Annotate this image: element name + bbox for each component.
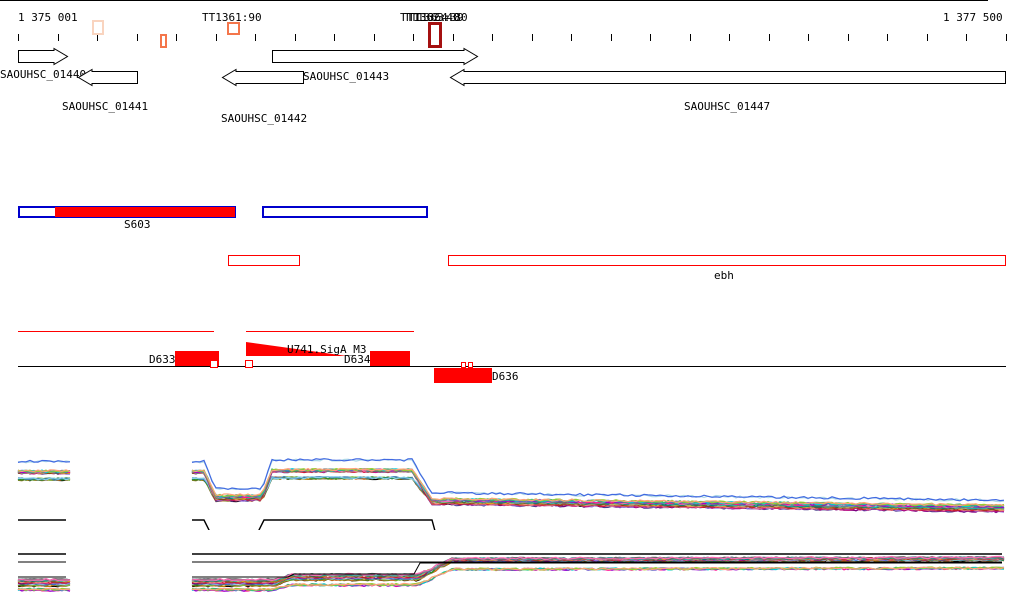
ruler-tick	[532, 34, 533, 41]
ruler-axis-line	[0, 0, 988, 1]
ruler-tick	[176, 34, 177, 41]
ruler-tick	[18, 34, 19, 41]
promoter-ramp-label: U741.SigA_M3	[287, 343, 367, 356]
ruler-marker-1[interactable]	[92, 20, 104, 35]
ruler-tick	[808, 34, 809, 41]
ruler-tick	[374, 34, 375, 41]
promoter-block-D634[interactable]	[370, 351, 410, 366]
ruler-tick	[453, 34, 454, 41]
feature-box-ebh[interactable]	[448, 255, 1006, 266]
coverage-signal-track-reverse[interactable]	[0, 540, 1024, 611]
ruler-marker-4[interactable]	[428, 22, 442, 48]
ruler-marker-label: TT1362:40	[400, 11, 460, 24]
ruler-tick	[492, 34, 493, 41]
gene-arrow-SAOUHSC_01442[interactable]	[221, 68, 304, 87]
ruler-tick	[97, 34, 98, 41]
ruler-tick	[690, 34, 691, 41]
promoter-block-label: D633	[149, 353, 176, 366]
ruler-tick	[966, 34, 967, 41]
promoter-tick	[210, 360, 218, 368]
promoter-baseline	[18, 366, 1006, 367]
ruler-tick	[413, 34, 414, 41]
promoter-tick	[468, 362, 473, 368]
feature-label: S603	[124, 218, 151, 231]
promoter-span-line	[246, 331, 414, 332]
ruler-marker-label: TT1363:39	[404, 11, 464, 24]
gene-label: SAOUHSC_01447	[684, 100, 771, 113]
gene-label: SAOUHSC_01442	[221, 112, 308, 125]
ruler-tick	[650, 34, 651, 41]
ruler-tick	[255, 34, 256, 41]
ruler-tick	[848, 34, 849, 41]
coverage-signal-track-forward[interactable]	[0, 455, 1024, 530]
ruler-tick	[611, 34, 612, 41]
promoter-block-D636[interactable]	[434, 368, 492, 383]
promoter-block-label: D636	[492, 370, 519, 383]
ruler-tick	[137, 34, 138, 41]
ruler-tick	[58, 34, 59, 41]
feature-fill-S603	[55, 207, 235, 217]
ruler-tick	[729, 34, 730, 41]
ruler-tick	[887, 34, 888, 41]
ruler-start-label: 1 375 001	[18, 11, 78, 24]
ruler-tick	[1006, 34, 1007, 41]
ruler-marker-label: TT1361:90	[202, 11, 262, 24]
gene-label: SAOUHSC_01440	[0, 68, 87, 81]
promoter-ramp-U741.SigA_M3[interactable]	[246, 342, 359, 366]
promoter-block-D633[interactable]	[175, 351, 219, 366]
ruler-end-label: 1 377 500	[943, 11, 1003, 24]
gene-arrow-SAOUHSC_01447[interactable]	[449, 68, 1006, 87]
promoter-block-label: D634	[344, 353, 371, 366]
ruler-tick	[295, 34, 296, 41]
ruler-tick	[769, 34, 770, 41]
ruler-marker-3[interactable]	[227, 22, 240, 35]
feature-box-transcript-red-1[interactable]	[228, 255, 300, 266]
gene-label: SAOUHSC_01443	[303, 70, 390, 83]
ruler-tick	[334, 34, 335, 41]
gene-arrow-SAOUHSC_01440[interactable]	[18, 47, 69, 66]
gene-label: SAOUHSC_01441	[62, 100, 149, 113]
ruler-marker-2[interactable]	[160, 34, 167, 48]
feature-label: ebh	[714, 269, 734, 282]
gene-arrow-SAOUHSC_01443[interactable]	[272, 47, 479, 66]
ruler-tick	[927, 34, 928, 41]
gene-arrow-SAOUHSC_01441[interactable]	[77, 68, 138, 87]
ruler-tick	[571, 34, 572, 41]
ruler-marker-label: TT1364:30	[408, 11, 468, 24]
promoter-span-line	[18, 331, 214, 332]
ruler-tick	[216, 34, 217, 41]
feature-box-feature-blue-2[interactable]	[262, 206, 428, 218]
promoter-tick	[461, 362, 466, 368]
promoter-tick	[245, 360, 253, 368]
